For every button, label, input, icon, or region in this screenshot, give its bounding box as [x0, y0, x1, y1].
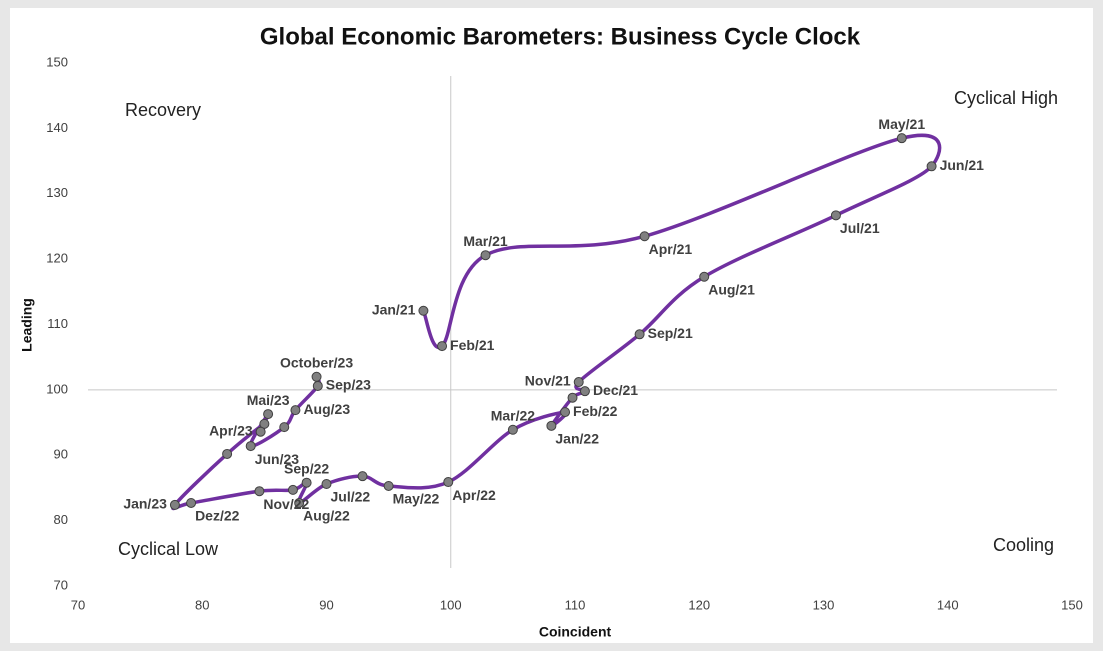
point-marker: [560, 407, 571, 418]
y-tick-label: 150: [46, 54, 68, 69]
y-tick-label: 130: [46, 185, 68, 200]
point-label: Dez/22: [195, 508, 240, 524]
quadrant-label: Cyclical High: [954, 88, 1058, 108]
quadrant-label: Cyclical Low: [118, 539, 219, 559]
point-marker: [301, 477, 312, 488]
x-tick-label: 110: [565, 597, 586, 612]
point-marker: [311, 371, 322, 382]
point-label: Aug/21: [708, 281, 755, 297]
point-marker: [312, 380, 323, 391]
x-tick-label: 150: [1061, 597, 1083, 612]
point-marker: [321, 479, 332, 490]
point-marker: [263, 409, 274, 420]
x-tick-label: 130: [813, 597, 835, 612]
point-label: Sep/23: [326, 377, 371, 393]
point-label: Jun/21: [940, 157, 985, 173]
point-label: Mar/22: [491, 407, 536, 423]
point-marker: [567, 392, 578, 403]
point-marker: [437, 341, 448, 352]
y-tick-label: 70: [54, 577, 68, 592]
x-tick-label: 90: [319, 597, 333, 612]
point-marker: [259, 418, 270, 429]
point-marker: [579, 386, 590, 397]
quadrant-label: Recovery: [125, 100, 201, 120]
point-label: Apr/23: [209, 422, 253, 438]
y-tick-label: 110: [47, 316, 68, 331]
point-marker: [290, 405, 301, 416]
chart-title: Global Economic Barometers: Business Cyc…: [260, 23, 861, 50]
point-label: October/23: [280, 355, 353, 371]
x-axis-label: Coincident: [539, 624, 612, 640]
point-marker: [222, 448, 233, 459]
point-label: Dec/21: [593, 382, 638, 398]
x-tick-label: 120: [688, 597, 710, 612]
y-tick-label: 80: [54, 512, 68, 527]
point-marker: [169, 499, 180, 510]
point-label: Nov/21: [525, 373, 571, 389]
point-label: Jan/22: [555, 431, 599, 447]
point-marker: [480, 250, 491, 261]
point-label: Jan/21: [372, 301, 416, 317]
point-marker: [357, 471, 368, 482]
point-label: May/21: [878, 116, 925, 132]
point-label: Feb/21: [450, 337, 495, 353]
point-label: Jun/23: [255, 451, 300, 467]
point-label: Sep/22: [284, 460, 329, 476]
point-marker: [383, 480, 394, 491]
y-tick-label: 140: [46, 120, 68, 135]
point-marker: [245, 441, 256, 452]
x-tick-label: 100: [440, 597, 462, 612]
point-marker: [896, 133, 907, 144]
point-marker: [926, 161, 937, 172]
point-label: Aug/23: [303, 401, 350, 417]
point-label: Jul/21: [840, 220, 880, 236]
point-label: Jul/22: [331, 489, 371, 505]
y-axis-label: Leading: [19, 298, 35, 352]
point-marker: [186, 497, 197, 508]
point-marker: [639, 231, 650, 242]
point-marker: [287, 484, 298, 495]
point-label: Sep/21: [648, 325, 693, 341]
point-marker: [443, 477, 454, 488]
point-marker: [255, 426, 266, 437]
point-label: Aug/22: [303, 508, 350, 524]
y-tick-label: 100: [46, 381, 68, 396]
point-label: May/22: [393, 491, 440, 507]
point-label: Mar/21: [463, 233, 508, 249]
point-label: Apr/22: [452, 487, 496, 503]
point-marker: [418, 305, 429, 316]
x-tick-label: 80: [195, 597, 209, 612]
point-marker: [294, 497, 305, 508]
x-tick-label: 140: [937, 597, 959, 612]
point-label: Apr/21: [649, 241, 693, 257]
chart-area: [10, 8, 1093, 643]
point-label: Nov/22: [263, 496, 309, 512]
y-tick-label: 120: [46, 251, 68, 266]
quadrant-label: Cooling: [993, 535, 1054, 555]
point-marker: [546, 420, 557, 431]
point-marker: [634, 329, 645, 340]
point-label: Feb/22: [573, 403, 618, 419]
point-marker: [254, 486, 265, 497]
point-label: Jan/23: [123, 496, 167, 512]
point-marker: [507, 424, 518, 435]
point-label: Mai/23: [247, 392, 290, 408]
point-marker: [279, 422, 290, 433]
y-tick-label: 90: [54, 447, 68, 462]
x-tick-label: 70: [71, 597, 85, 612]
point-marker: [573, 377, 584, 388]
point-marker: [830, 210, 841, 221]
point-marker: [699, 271, 710, 282]
